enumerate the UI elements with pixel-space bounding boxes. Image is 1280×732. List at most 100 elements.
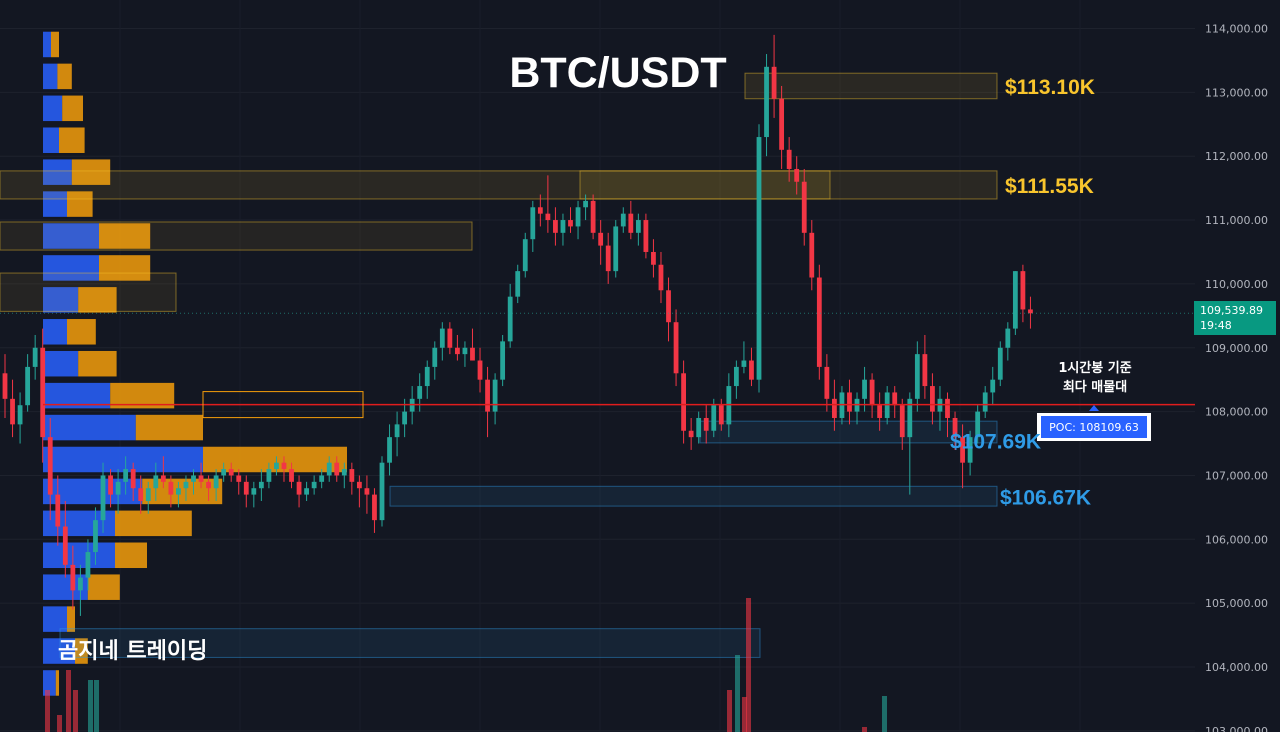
candle-body (990, 379, 996, 393)
candle-body (658, 264, 664, 291)
profile-down-bar (59, 127, 85, 153)
profile-down-bar (67, 319, 96, 345)
candle-body (447, 328, 453, 348)
price-zone (59, 628, 761, 658)
candle-body (982, 392, 988, 412)
current-price-badge: 109,539.89 19:48 (1194, 301, 1276, 336)
candle-body (711, 405, 717, 431)
candle-body (115, 481, 121, 495)
candle-body (281, 462, 287, 470)
candle-body (296, 481, 302, 495)
candle-body (545, 213, 551, 221)
candle-body (598, 232, 604, 246)
volume-bars (45, 598, 887, 732)
candle-body (274, 462, 279, 470)
candle-body (899, 405, 905, 438)
candle-countdown: 19:48 (1200, 319, 1232, 333)
candle-body (198, 475, 204, 482)
volume-bar (45, 690, 50, 732)
profile-up-bar (43, 127, 59, 153)
candle-body (553, 220, 558, 233)
price-tick-label: 110,000.00 (1205, 278, 1268, 291)
price-tick-label: 109,000.00 (1205, 342, 1268, 355)
price-axis[interactable]: 114,000.00 113,000.00 112,000.00 111,000.00… (1205, 23, 1268, 732)
candle-body (749, 360, 754, 380)
price-tick-label: 111,000.00 (1205, 214, 1268, 227)
candle-body (733, 366, 739, 387)
candle-body (824, 366, 830, 399)
price-zone (579, 170, 831, 200)
candle-body (372, 494, 377, 521)
candle-body (892, 392, 898, 406)
candle-body (40, 347, 46, 438)
candle-body (243, 481, 249, 495)
price-tick-label: 105,000.00 (1205, 597, 1268, 610)
candle-body (945, 398, 950, 418)
candle-body (394, 424, 400, 438)
candle-body (356, 481, 362, 489)
price-tick-label: 104,000.00 (1205, 661, 1268, 674)
poc-profile-highlight (202, 391, 364, 419)
candle-body (100, 475, 106, 521)
candle-body (681, 373, 686, 431)
poc-pointer (1089, 405, 1099, 411)
profile-up-bar (43, 31, 51, 58)
candle-body (55, 494, 61, 527)
poc-label-badge (1041, 416, 1147, 438)
profile-down-bar (57, 63, 72, 90)
volume-bar (882, 696, 887, 732)
candle-body (439, 328, 445, 348)
candle-body (228, 469, 234, 476)
profile-up-bar (43, 287, 79, 313)
volume-bar (57, 715, 62, 732)
profile-up-bar (43, 638, 75, 664)
level-label: $111.55K (1005, 175, 1094, 198)
poc-line: POC: 108109.63 (0, 312, 1195, 441)
candle-body (651, 251, 656, 265)
volume-bar (88, 680, 93, 732)
candle-body (93, 520, 98, 553)
candle-body (696, 417, 702, 438)
candle-body (47, 437, 53, 495)
candle-body (922, 354, 928, 387)
price-zone (0, 272, 177, 312)
candle-body (326, 462, 332, 476)
candle-body (1005, 328, 1011, 348)
profile-down-bar (99, 223, 151, 249)
candle-body (470, 347, 475, 361)
profile-up-bar (43, 223, 99, 249)
profile-down-bar (67, 191, 93, 217)
candle-body (907, 398, 913, 438)
candle-body (560, 220, 566, 233)
candle-body (70, 564, 76, 591)
candle-body (236, 475, 242, 482)
price-tick-label: 114,000.00 (1205, 23, 1268, 36)
candle-body (605, 245, 611, 272)
candle-body (266, 469, 272, 482)
price-zone (0, 170, 998, 200)
profile-down-bar (78, 350, 117, 377)
profile-down-bar (62, 95, 83, 122)
profile-up-bar (43, 606, 67, 632)
candle-body (424, 366, 430, 387)
candle-body (311, 481, 317, 489)
volume-bar (746, 598, 751, 732)
candle-body (801, 181, 807, 233)
candle-body (847, 392, 852, 412)
candle-body (160, 475, 166, 482)
candle-body (455, 347, 460, 355)
candle-body (145, 488, 151, 501)
candle-body (507, 296, 513, 342)
profile-up-bar (43, 191, 67, 217)
candle-body (771, 66, 777, 99)
candle-body (703, 417, 709, 431)
candle-body (583, 200, 588, 208)
profile-up-bar (43, 350, 79, 377)
candle-body (492, 379, 498, 412)
candle-body (2, 373, 8, 399)
volume-bar (742, 697, 747, 732)
candle-body (975, 411, 981, 438)
candle-body (869, 379, 875, 406)
volume-bar (94, 680, 99, 732)
